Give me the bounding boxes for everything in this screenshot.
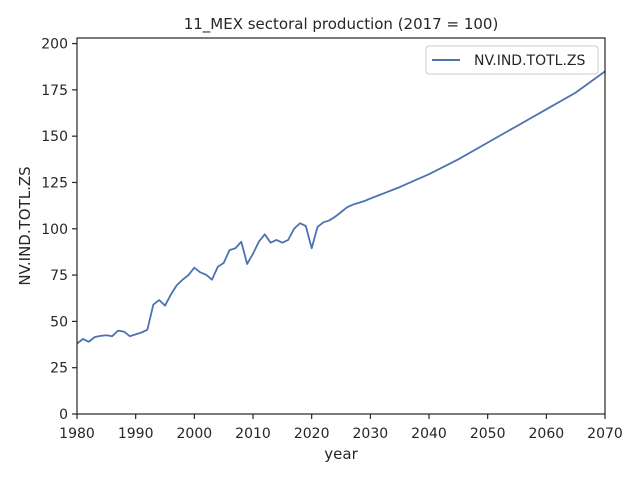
x-tick-label: 1980 — [59, 426, 95, 442]
x-tick-label: 1990 — [118, 426, 154, 442]
plot-frame — [76, 37, 606, 415]
y-axis-label: NV.IND.TOTL.ZS — [16, 166, 34, 285]
legend-box — [425, 45, 599, 75]
x-tick-label: 2000 — [177, 426, 213, 442]
y-tick-label: 175 — [41, 83, 68, 99]
legend-label: NV.IND.TOTL.ZS — [474, 53, 585, 69]
y-tick-label: 0 — [59, 407, 68, 423]
y-tick-label: 200 — [41, 37, 68, 53]
x-axis-label: year — [324, 445, 358, 463]
x-axis: 1980 1990 2000 2010 2020 2030 2040 2050 2060 2070 — [59, 414, 623, 442]
series-layer — [76, 70, 606, 345]
x-tick-label: 2050 — [470, 426, 506, 442]
x-tick-label: 2030 — [353, 426, 389, 442]
y-tick-label: 125 — [41, 175, 68, 191]
y-tick-label: 100 — [41, 222, 68, 238]
x-tick-label: 2010 — [235, 426, 271, 442]
x-tick-label: 2060 — [529, 426, 565, 442]
chart-title: 11_MEX sectoral production (2017 = 100) — [184, 15, 499, 34]
legend: NV.IND.TOTL.ZS — [425, 45, 599, 75]
y-axis: 0 25 50 75 100 125 150 175 200 — [41, 37, 77, 423]
x-tick-label: 2040 — [411, 426, 447, 442]
x-tick-label: 2070 — [587, 426, 623, 442]
y-tick-label: 50 — [50, 314, 68, 330]
y-tick-label: 150 — [41, 129, 68, 145]
y-tick-label: 75 — [50, 268, 68, 284]
series-line-0 — [76, 70, 606, 345]
x-tick-label: 2020 — [294, 426, 330, 442]
y-tick-label: 25 — [50, 361, 68, 377]
